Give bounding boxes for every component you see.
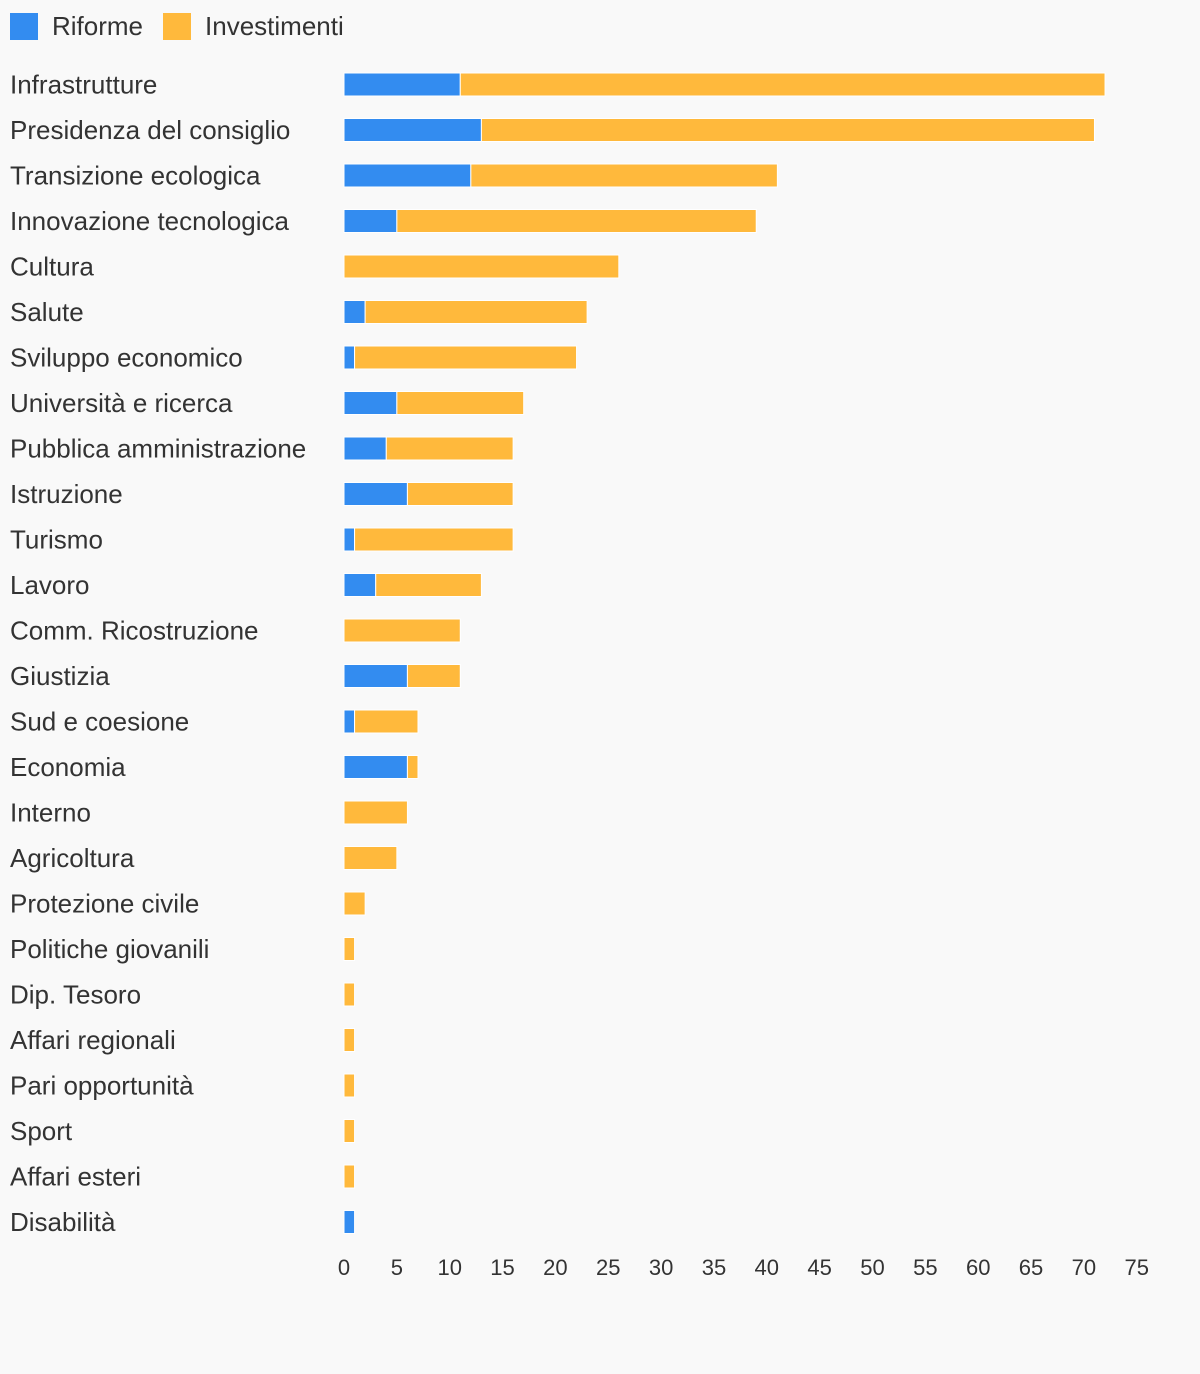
- chart-legend: Riforme Investimenti: [10, 10, 364, 42]
- bar-riforme[interactable]: [343, 391, 398, 415]
- legend-swatch: [10, 12, 38, 40]
- category-label: Sport: [10, 1116, 73, 1146]
- bar-riforme[interactable]: [343, 709, 356, 734]
- x-tick-label: 60: [966, 1255, 990, 1280]
- x-tick-label: 65: [1019, 1255, 1043, 1280]
- category-label: Istruzione: [10, 479, 123, 509]
- bar-investimenti[interactable]: [343, 800, 408, 825]
- category-label: Sviluppo economico: [10, 343, 243, 373]
- bar-investimenti[interactable]: [343, 1164, 356, 1189]
- bar-investimenti[interactable]: [354, 527, 514, 552]
- x-tick-label: 55: [913, 1255, 937, 1280]
- legend-item-investimenti[interactable]: Investimenti: [163, 11, 344, 42]
- bar-riforme[interactable]: [343, 436, 387, 461]
- category-label: Cultura: [10, 252, 94, 282]
- category-label: Università e ricerca: [10, 388, 233, 418]
- bar-riforme[interactable]: [343, 755, 408, 779]
- legend-swatch: [163, 12, 192, 40]
- category-label: Salute: [10, 297, 84, 327]
- x-tick-label: 50: [860, 1255, 884, 1280]
- x-tick-label: 15: [490, 1255, 514, 1280]
- bar-riforme[interactable]: [343, 209, 398, 233]
- bar-riforme[interactable]: [343, 300, 366, 324]
- category-label: Pubblica amministrazione: [10, 434, 306, 464]
- legend-label: Riforme: [52, 10, 144, 41]
- x-tick-label: 0: [338, 1255, 350, 1280]
- bar-investimenti[interactable]: [459, 72, 1106, 97]
- bar-investimenti[interactable]: [343, 937, 356, 961]
- bar-investimenti[interactable]: [343, 1119, 356, 1143]
- category-label: Giustizia: [10, 661, 110, 691]
- x-tick-label: 35: [702, 1255, 726, 1280]
- bar-investimenti[interactable]: [343, 1073, 356, 1098]
- category-label: Transizione ecologica: [10, 161, 261, 191]
- bar-riforme[interactable]: [343, 482, 408, 506]
- category-label: Interno: [10, 798, 91, 828]
- bar-investimenti[interactable]: [364, 300, 588, 324]
- category-label: Dip. Tesoro: [10, 980, 141, 1010]
- bar-investimenti[interactable]: [480, 118, 1095, 142]
- bar-investimenti[interactable]: [375, 573, 482, 597]
- category-label: Disabilità: [10, 1207, 116, 1237]
- x-tick-label: 5: [391, 1255, 403, 1280]
- x-tick-label: 10: [437, 1255, 461, 1280]
- bar-investimenti[interactable]: [343, 1028, 356, 1052]
- category-label: Protezione civile: [10, 889, 199, 919]
- bar-investimenti[interactable]: [343, 982, 356, 1007]
- bar-investimenti[interactable]: [354, 709, 419, 734]
- category-label: Agricoltura: [10, 843, 135, 873]
- x-tick-label: 45: [807, 1255, 831, 1280]
- category-label: Innovazione tecnologica: [10, 206, 290, 236]
- category-label: Sud e coesione: [10, 707, 189, 737]
- bar-riforme[interactable]: [343, 573, 377, 597]
- legend-label: Investimenti: [205, 10, 344, 41]
- category-label: Affari regionali: [10, 1025, 176, 1055]
- category-label: Turismo: [10, 525, 103, 555]
- bar-investimenti[interactable]: [343, 891, 366, 916]
- x-tick-label: 25: [596, 1255, 620, 1280]
- bar-investimenti[interactable]: [343, 618, 461, 643]
- bar-investimenti[interactable]: [354, 345, 578, 370]
- bar-investimenti[interactable]: [343, 846, 398, 870]
- x-tick-label: 70: [1072, 1255, 1096, 1280]
- bar-investimenti[interactable]: [470, 163, 778, 188]
- category-label: Presidenza del consiglio: [10, 115, 290, 145]
- x-tick-label: 20: [543, 1255, 567, 1280]
- category-label: Pari opportunità: [10, 1071, 194, 1101]
- category-label: Politiche giovanili: [10, 934, 209, 964]
- category-label: Comm. Ricostruzione: [10, 616, 259, 646]
- category-label: Infrastrutture: [10, 70, 157, 100]
- category-label: Economia: [10, 752, 126, 782]
- bar-investimenti[interactable]: [406, 482, 514, 506]
- bar-investimenti[interactable]: [396, 391, 525, 415]
- bar-riforme[interactable]: [343, 163, 472, 188]
- bar-riforme[interactable]: [343, 664, 408, 688]
- bar-investimenti[interactable]: [396, 209, 757, 233]
- x-tick-label: 30: [649, 1255, 673, 1280]
- bar-investimenti[interactable]: [406, 664, 461, 688]
- bar-investimenti[interactable]: [406, 755, 419, 779]
- category-label: Affari esteri: [10, 1162, 141, 1192]
- bar-riforme[interactable]: [343, 345, 356, 370]
- bar-riforme[interactable]: [343, 72, 461, 97]
- x-tick-label: 40: [755, 1255, 779, 1280]
- category-label: Lavoro: [10, 570, 90, 600]
- x-tick-label: 75: [1125, 1255, 1149, 1280]
- bar-investimenti[interactable]: [343, 254, 620, 279]
- bar-investimenti[interactable]: [385, 436, 514, 461]
- legend-item-riforme[interactable]: Riforme: [10, 11, 143, 42]
- bar-riforme[interactable]: [343, 527, 356, 552]
- bar-riforme[interactable]: [343, 1210, 356, 1234]
- bar-riforme[interactable]: [343, 118, 482, 142]
